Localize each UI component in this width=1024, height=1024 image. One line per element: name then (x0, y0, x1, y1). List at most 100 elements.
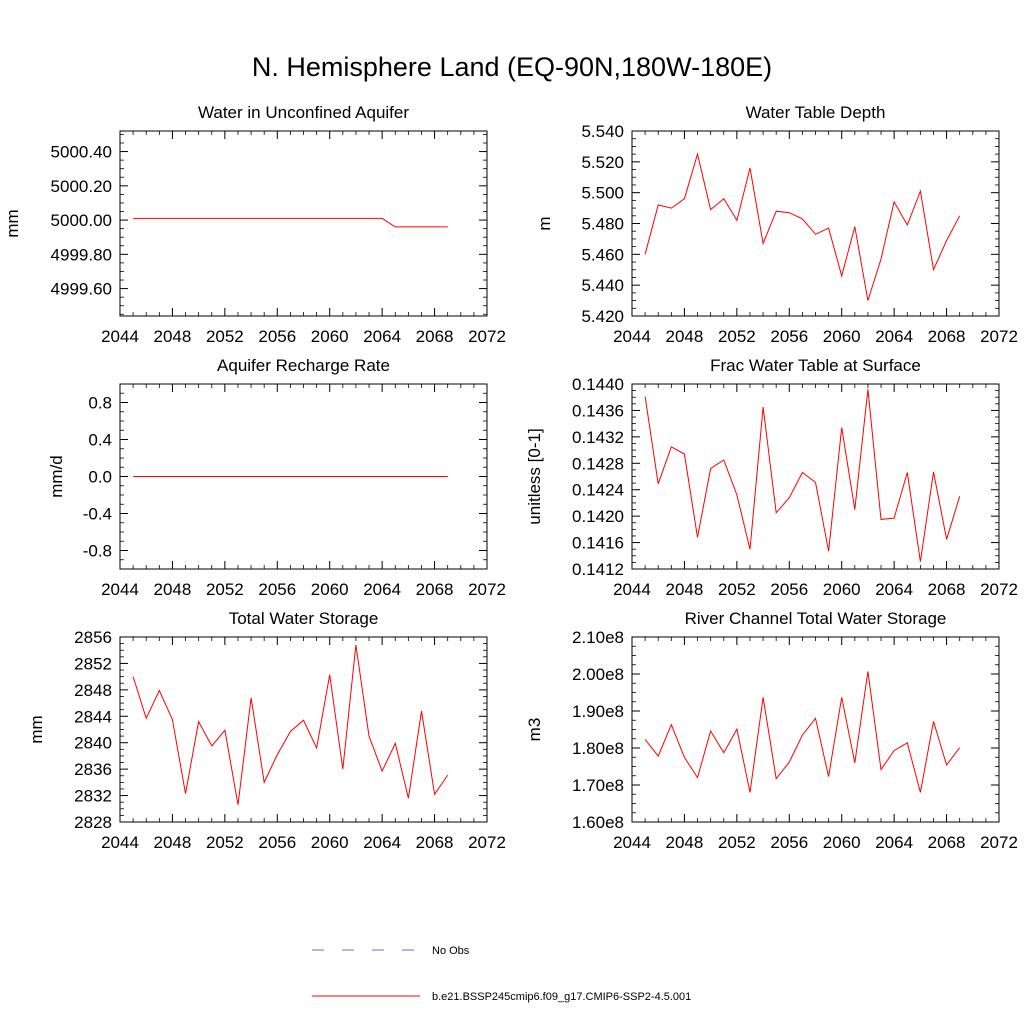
y-tick-label: 5.500 (581, 184, 624, 203)
x-tick-label: 2052 (206, 580, 244, 599)
plot-frame (631, 130, 1000, 317)
y-tick-label: 2828 (74, 813, 112, 832)
y-tick-label: 2832 (74, 787, 112, 806)
chart-panel-6: 2044 2048 2052 2056 2060 2064 2068 2072 1.60e8 1.… (525, 609, 1018, 852)
y-tick-label: 0.8 (88, 394, 112, 413)
panel-title: River Channel Total Water Storage (685, 609, 947, 628)
chart-panel-5: 2044 2048 2052 2056 2060 2064 2068 2072 2828 2832… (27, 609, 506, 852)
series-line (132, 644, 449, 805)
series-line (133, 217, 448, 228)
y-tick-label: 2856 (74, 628, 112, 647)
x-tick-label: 2068 (416, 327, 454, 346)
y-tick-label: 5000.00 (51, 211, 112, 230)
x-tick-label: 2048 (154, 833, 192, 852)
y-tick-label: 2840 (74, 734, 112, 753)
x-tick-label: 2056 (770, 580, 808, 599)
x-tick-label: 2060 (823, 327, 861, 346)
y-tick-label: 0.1432 (572, 428, 624, 447)
panel-title: Aquifer Recharge Rate (217, 356, 390, 375)
x-tick-label: 2048 (666, 833, 704, 852)
x-tick-label: 2056 (258, 327, 296, 346)
y-tick-label: 0.1416 (572, 534, 624, 553)
x-tick-label: 2056 (770, 833, 808, 852)
x-tick-label: 2072 (468, 833, 506, 852)
legend: No Obs b.e21.BSSP245cmip6.f09_g17.CMIP6-S… (312, 945, 691, 1003)
x-tick-label: 2072 (980, 833, 1018, 852)
y-tick-label: 5.440 (581, 276, 624, 295)
y-tick-label: 5.520 (581, 153, 624, 172)
x-tick-label: 2072 (468, 580, 506, 599)
x-tick-label: 2072 (980, 327, 1018, 346)
y-tick-label: 4999.80 (51, 245, 112, 264)
y-tick-label: 0.0 (88, 468, 112, 487)
y-tick-label: 5.460 (581, 245, 624, 264)
x-tick-label: 2052 (718, 327, 756, 346)
y-tick-label: 1.70e8 (572, 776, 624, 795)
x-tick-label: 2064 (875, 833, 913, 852)
y-tick-label: 0.1424 (572, 481, 624, 500)
y-tick-label: 0.1420 (572, 507, 624, 526)
plot-frame (631, 383, 1000, 570)
x-tick-label: 2072 (980, 580, 1018, 599)
x-tick-label: 2064 (875, 580, 913, 599)
x-tick-label: 2068 (928, 833, 966, 852)
y-tick-label: 2.10e8 (572, 628, 624, 647)
y-axis-label: unitless [0-1] (525, 428, 544, 524)
x-tick-label: 2052 (206, 327, 244, 346)
panel-title: Water in Unconfined Aquifer (198, 103, 409, 122)
x-tick-label: 2052 (206, 833, 244, 852)
y-tick-label: 5.540 (581, 122, 624, 141)
y-tick-label: 2.00e8 (572, 665, 624, 684)
x-tick-label: 2060 (311, 327, 349, 346)
chart-panel-3: 2044 2048 2052 2056 2060 2064 2068 2072 -0.8 -0.4… (47, 356, 506, 599)
y-tick-label: -0.8 (83, 542, 112, 561)
x-tick-label: 2048 (666, 327, 704, 346)
x-tick-label: 2060 (823, 580, 861, 599)
series-line (644, 389, 961, 562)
x-tick-label: 2044 (613, 833, 651, 852)
legend-label: No Obs (432, 945, 470, 957)
series-line (644, 671, 961, 793)
x-tick-label: 2048 (154, 580, 192, 599)
y-tick-label: 1.80e8 (572, 739, 624, 758)
chart-panel-4: 2044 2048 2052 2056 2060 2064 2068 2072 0.1412 0.… (525, 356, 1018, 599)
x-tick-label: 2072 (468, 327, 506, 346)
plot-frame (119, 130, 488, 317)
y-tick-label: 1.90e8 (572, 702, 624, 721)
x-tick-label: 2048 (154, 327, 192, 346)
x-tick-label: 2068 (928, 580, 966, 599)
y-axis-label: m (535, 216, 554, 230)
y-tick-label: 0.1428 (572, 454, 624, 473)
y-tick-label: 0.1412 (572, 560, 624, 579)
y-tick-label: 5000.40 (51, 143, 112, 162)
series-line (644, 152, 961, 301)
y-tick-label: 0.1440 (572, 375, 624, 394)
y-tick-label: 5.420 (581, 307, 624, 326)
y-tick-label: -0.4 (83, 505, 112, 524)
y-tick-label: 2844 (74, 707, 112, 726)
x-tick-label: 2064 (875, 327, 913, 346)
legend-label: b.e21.BSSP245cmip6.f09_g17.CMIP6-SSP2-4.… (432, 991, 691, 1003)
x-tick-label: 2052 (718, 833, 756, 852)
y-tick-label: 0.1436 (572, 401, 624, 420)
y-tick-label: 2836 (74, 760, 112, 779)
y-tick-label: 5.480 (581, 215, 624, 234)
x-tick-label: 2064 (363, 833, 401, 852)
x-tick-label: 2044 (101, 327, 139, 346)
x-tick-label: 2060 (311, 833, 349, 852)
x-tick-label: 2064 (363, 327, 401, 346)
plot-frame (119, 636, 488, 823)
y-tick-label: 1.60e8 (572, 813, 624, 832)
x-tick-label: 2044 (101, 580, 139, 599)
x-tick-label: 2044 (613, 327, 651, 346)
x-tick-label: 2068 (928, 327, 966, 346)
x-tick-label: 2060 (823, 833, 861, 852)
x-tick-label: 2068 (416, 833, 454, 852)
x-tick-label: 2056 (770, 327, 808, 346)
x-tick-label: 2056 (258, 580, 296, 599)
panel-title: Water Table Depth (746, 103, 886, 122)
x-tick-label: 2048 (666, 580, 704, 599)
y-tick-label: 2852 (74, 654, 112, 673)
y-tick-label: 0.4 (88, 431, 112, 450)
